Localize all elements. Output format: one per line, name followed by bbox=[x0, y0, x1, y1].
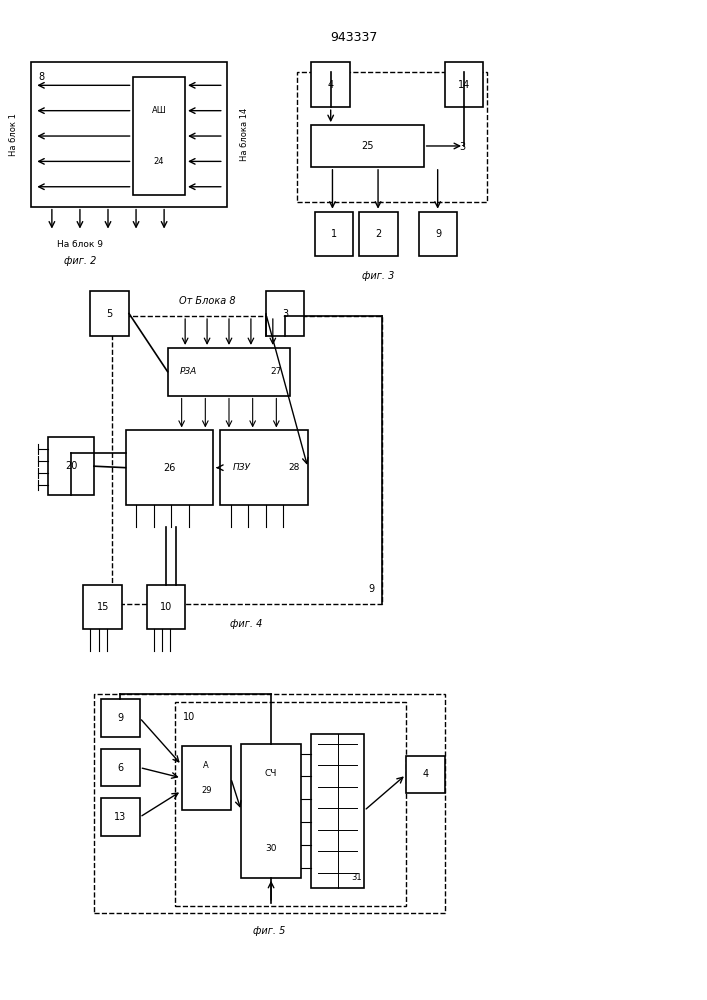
Bar bbox=[112, 316, 382, 604]
Text: 6: 6 bbox=[117, 763, 123, 773]
Text: 943337: 943337 bbox=[329, 31, 378, 44]
Text: 2: 2 bbox=[375, 229, 382, 239]
Text: На блока 14: На блока 14 bbox=[240, 108, 250, 161]
Text: РЗА: РЗА bbox=[180, 367, 197, 376]
Bar bbox=[94, 694, 445, 913]
Bar bbox=[445, 62, 484, 107]
Text: 4: 4 bbox=[327, 80, 334, 90]
Text: фиг. 3: фиг. 3 bbox=[362, 271, 395, 281]
Text: 8: 8 bbox=[38, 72, 45, 82]
Text: 5: 5 bbox=[107, 309, 113, 319]
Text: 15: 15 bbox=[97, 602, 109, 612]
Text: 9: 9 bbox=[117, 713, 123, 723]
Bar bbox=[132, 77, 185, 195]
Text: 25: 25 bbox=[361, 141, 374, 151]
Text: 31: 31 bbox=[351, 873, 362, 882]
Text: 9: 9 bbox=[368, 584, 374, 594]
Bar bbox=[175, 702, 406, 906]
Text: 20: 20 bbox=[65, 461, 77, 471]
Bar bbox=[311, 734, 364, 888]
Text: 24: 24 bbox=[153, 157, 164, 166]
Bar bbox=[298, 72, 487, 202]
Bar bbox=[359, 212, 398, 256]
Text: 30: 30 bbox=[265, 844, 277, 853]
Text: 4: 4 bbox=[422, 769, 428, 779]
Text: На блок 9: На блок 9 bbox=[57, 240, 103, 249]
Bar bbox=[101, 798, 139, 836]
Text: 3: 3 bbox=[282, 309, 288, 319]
Text: фиг. 5: фиг. 5 bbox=[253, 926, 286, 936]
Bar bbox=[266, 291, 305, 336]
Bar bbox=[311, 125, 423, 167]
Bar bbox=[182, 746, 230, 810]
Text: 10: 10 bbox=[160, 602, 172, 612]
Text: 14: 14 bbox=[458, 80, 470, 90]
Text: 1: 1 bbox=[331, 229, 337, 239]
Text: АШ: АШ bbox=[151, 106, 166, 115]
Bar bbox=[406, 756, 445, 793]
Text: 9: 9 bbox=[435, 229, 441, 239]
Bar bbox=[83, 585, 122, 629]
Bar bbox=[419, 212, 457, 256]
Text: 27: 27 bbox=[271, 367, 282, 376]
Bar bbox=[146, 585, 185, 629]
Text: СЧ: СЧ bbox=[265, 769, 277, 778]
Text: 29: 29 bbox=[201, 786, 211, 795]
Text: 3: 3 bbox=[459, 142, 465, 152]
Text: фиг. 4: фиг. 4 bbox=[230, 619, 263, 629]
Bar bbox=[48, 437, 94, 495]
Text: 28: 28 bbox=[288, 463, 300, 472]
Text: 26: 26 bbox=[163, 463, 175, 473]
Bar bbox=[126, 430, 214, 505]
Bar bbox=[90, 291, 129, 336]
Bar bbox=[101, 749, 139, 786]
Text: 13: 13 bbox=[114, 812, 127, 822]
Text: ПЗУ: ПЗУ bbox=[233, 463, 250, 472]
Text: А: А bbox=[204, 761, 209, 770]
Text: На блок 1: На блок 1 bbox=[8, 113, 18, 156]
Bar bbox=[311, 62, 350, 107]
Text: 10: 10 bbox=[182, 712, 195, 722]
Text: От Блока 8: От Блока 8 bbox=[180, 296, 236, 306]
Bar bbox=[101, 699, 139, 737]
Bar bbox=[315, 212, 354, 256]
Bar bbox=[220, 430, 308, 505]
Bar bbox=[241, 744, 301, 878]
Text: фиг. 2: фиг. 2 bbox=[64, 256, 96, 266]
Bar bbox=[31, 62, 227, 207]
Bar bbox=[168, 348, 291, 396]
